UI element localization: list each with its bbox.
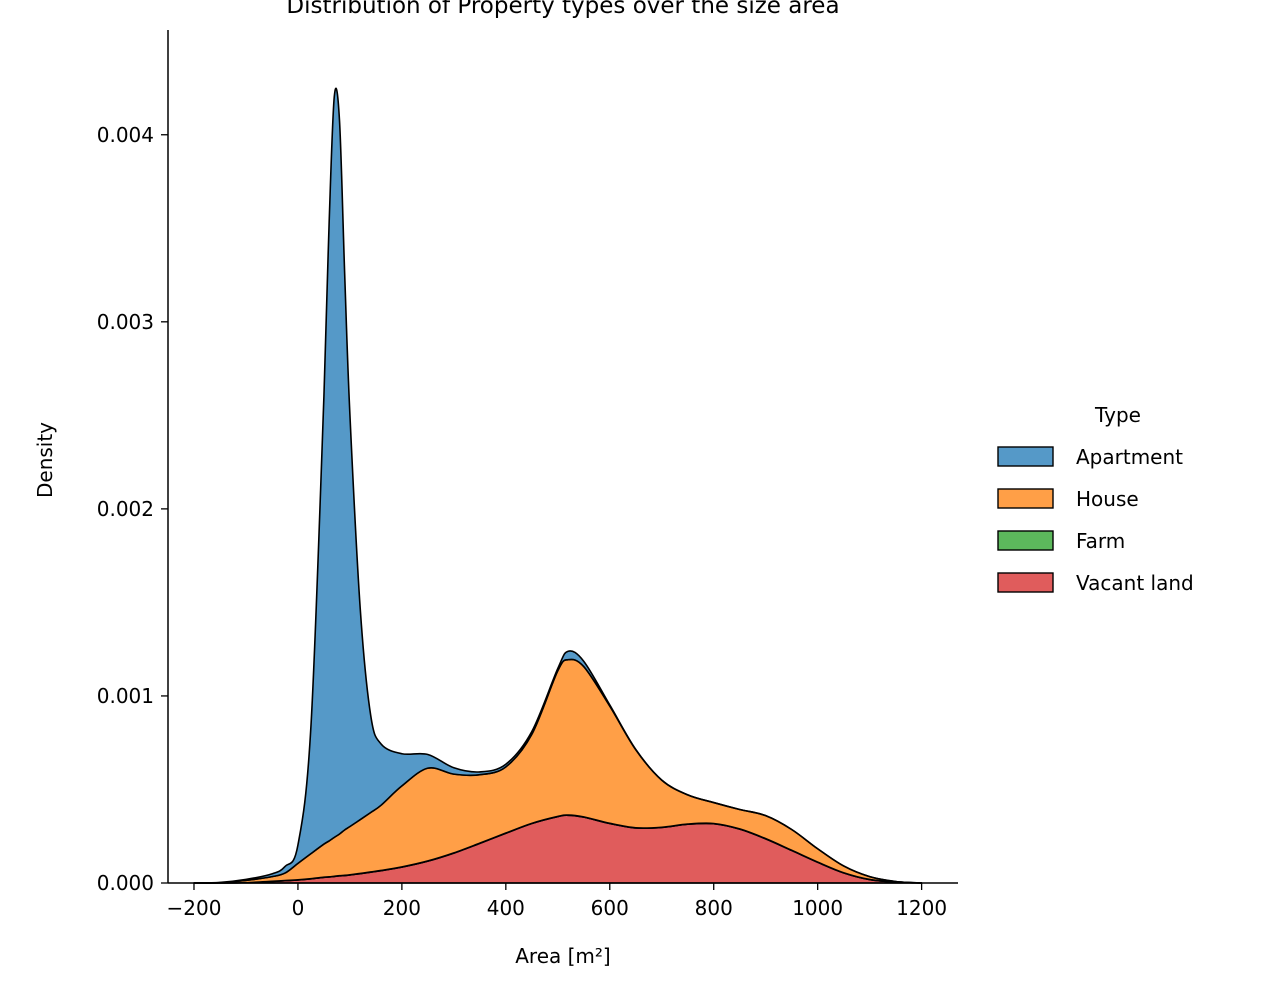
x-tick-label: 1000: [792, 896, 843, 920]
legend-label-farm: Farm: [1076, 529, 1125, 553]
x-tick-label: 800: [695, 896, 733, 920]
legend-swatch-vacant-land: [997, 572, 1054, 593]
x-tick-label: 1200: [896, 896, 947, 920]
legend-swatch-house: [997, 488, 1054, 509]
x-tick-label: 400: [487, 896, 525, 920]
stacked-density-areas: [193, 87, 923, 884]
y-tick-label: 0.004: [97, 123, 154, 147]
y-tick-label: 0.002: [97, 497, 154, 521]
legend-swatch-apartment: [997, 446, 1054, 467]
legend-title: Type: [1094, 403, 1141, 427]
x-tick-label: 0: [292, 896, 305, 920]
y-tick-label: 0.000: [97, 871, 154, 895]
x-tick-label: −200: [167, 896, 222, 920]
legend: Type Apartment House Farm Vacant land: [997, 403, 1194, 595]
legend-label-vacant-land: Vacant land: [1076, 571, 1194, 595]
y-tick-label: 0.001: [97, 684, 154, 708]
chart-title: Distribution of Property types over the …: [286, 0, 839, 19]
y-axis-label: Density: [33, 422, 57, 498]
x-tick-label: 200: [383, 896, 421, 920]
legend-label-apartment: Apartment: [1076, 445, 1183, 469]
y-tick-label: 0.003: [97, 310, 154, 334]
legend-swatch-farm: [997, 530, 1054, 551]
y-axis-ticks: 0.000 0.001 0.002 0.003 0.004: [97, 123, 168, 895]
area-apartment: [193, 87, 923, 884]
x-tick-label: 600: [591, 896, 629, 920]
x-axis-label: Area [m²]: [515, 944, 611, 968]
legend-label-house: House: [1076, 487, 1139, 511]
x-axis-ticks: −200 0 200 400 600 800 1000 1200: [167, 883, 947, 920]
